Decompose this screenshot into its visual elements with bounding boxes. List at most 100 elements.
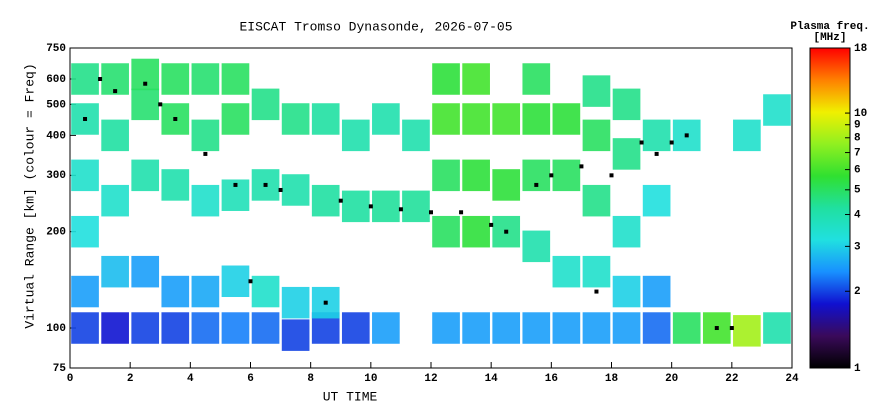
echo-cell — [733, 119, 761, 152]
echo-cell — [582, 255, 611, 288]
colorbar-tick-label: 5 — [854, 185, 861, 197]
echo-cell — [101, 184, 129, 217]
echo-cell — [161, 275, 190, 308]
echo-cell — [191, 119, 220, 152]
trace-marker — [654, 151, 659, 156]
echo-cell — [341, 312, 370, 344]
echo-cell — [101, 119, 129, 152]
echo-cell — [642, 275, 671, 308]
echo-cell — [221, 63, 250, 95]
echo-cell — [191, 184, 220, 217]
y-tick-label: 750 — [46, 43, 66, 55]
echo-cell — [462, 103, 490, 135]
trace-marker — [669, 140, 674, 145]
echo-cell — [522, 230, 551, 263]
echo-cell — [71, 312, 99, 344]
trace-marker — [113, 89, 118, 94]
trace-marker — [248, 279, 253, 284]
x-tick-label: 20 — [665, 373, 678, 385]
echo-cell — [251, 312, 280, 344]
x-tick-label: 6 — [247, 373, 254, 385]
trace-marker — [83, 116, 88, 121]
trace-marker — [609, 173, 614, 178]
y-tick-label: 100 — [46, 323, 66, 335]
colorbar-unit: [MHz] — [813, 32, 846, 44]
trace-marker — [684, 133, 689, 138]
echo-cell — [161, 63, 190, 95]
trace-marker — [203, 151, 208, 156]
echo-cell — [311, 184, 340, 217]
echo-cell — [372, 190, 400, 223]
echo-cell — [281, 319, 310, 351]
colorbar-tick-label: 10 — [854, 108, 867, 120]
echo-cell — [311, 103, 340, 135]
echo-cell — [612, 312, 641, 344]
echo-cell — [251, 88, 280, 121]
echo-cell — [71, 215, 99, 248]
echo-cell — [612, 275, 641, 308]
echo-cell — [522, 312, 551, 344]
colorbar-tick-label: 2 — [854, 286, 861, 298]
echo-cell — [582, 119, 611, 152]
echo-cell — [71, 159, 99, 192]
echo-cell — [492, 103, 521, 135]
trace-marker — [98, 77, 103, 82]
trace-marker — [398, 207, 403, 212]
echo-cell — [131, 159, 160, 192]
x-axis-label: UT TIME — [323, 389, 378, 404]
colorbar — [809, 47, 851, 369]
echo-cell — [191, 63, 220, 95]
trace-marker — [143, 81, 148, 86]
y-tick-label: 300 — [46, 170, 66, 182]
echo-cell — [372, 103, 400, 135]
echo-cell — [191, 312, 220, 344]
x-tick-label: 0 — [67, 373, 74, 385]
trace-marker — [489, 222, 494, 227]
echo-cell — [612, 138, 641, 170]
echo-cell — [763, 94, 791, 126]
colorbar-tick-label: 9 — [854, 120, 861, 132]
colorbar-tick-label: 1 — [854, 363, 861, 375]
echo-cell — [492, 169, 521, 201]
echo-cell — [552, 103, 581, 135]
x-tick-label: 12 — [424, 373, 437, 385]
trace-marker — [504, 229, 509, 234]
echo-cell — [281, 103, 310, 135]
echo-cell — [552, 159, 581, 192]
echo-cell — [221, 265, 250, 298]
colorbar-tick-label: 18 — [854, 43, 868, 55]
echo-cell — [612, 215, 641, 248]
echo-cell — [221, 312, 250, 344]
echo-cell — [131, 255, 160, 288]
echo-cell — [642, 119, 671, 152]
x-tick-label: 14 — [485, 373, 499, 385]
echo-cell — [462, 312, 490, 344]
colorbar-tick-label: 6 — [854, 165, 861, 177]
chart-title: EISCAT Tromso Dynasonde, 2026-07-05 — [239, 19, 512, 34]
echo-cell — [281, 286, 310, 319]
x-tick-label: 24 — [785, 373, 799, 385]
echo-cell — [372, 312, 400, 344]
trace-marker — [158, 102, 163, 107]
echo-cell — [582, 312, 611, 344]
echo-cell — [642, 184, 671, 217]
trace-marker — [729, 326, 734, 331]
colorbar-tick-label: 7 — [854, 147, 861, 159]
echo-cell — [432, 159, 460, 192]
trace-marker — [338, 198, 343, 203]
y-tick-label: 600 — [46, 74, 66, 86]
echo-cell — [432, 312, 460, 344]
echo-cell — [582, 184, 611, 217]
echo-cell — [672, 312, 701, 344]
echo-cell — [71, 275, 99, 308]
x-tick-label: 4 — [187, 373, 194, 385]
echo-cell — [733, 315, 761, 347]
echo-cell — [612, 88, 641, 121]
trace-marker — [579, 164, 584, 169]
echo-cell — [221, 103, 250, 135]
echo-cell — [552, 255, 581, 288]
echo-cell — [763, 312, 791, 344]
echo-cell — [522, 63, 551, 95]
echo-cell — [552, 312, 581, 344]
echo-cell — [582, 75, 611, 107]
